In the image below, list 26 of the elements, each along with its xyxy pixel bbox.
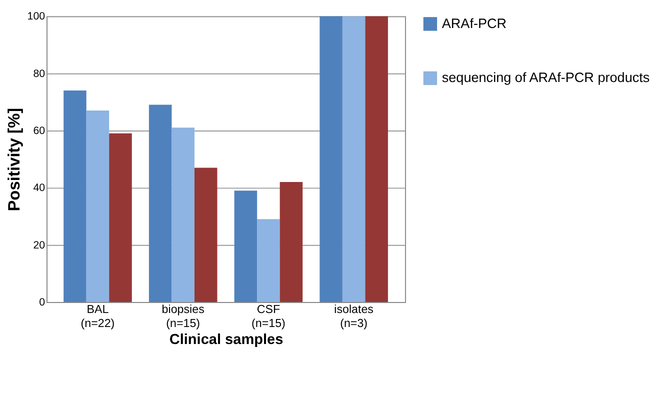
bar <box>86 110 110 302</box>
bar <box>172 128 194 302</box>
bar <box>109 133 132 302</box>
bar <box>194 168 218 302</box>
y-axis-title: Positivity [%] <box>6 108 24 212</box>
bar <box>257 219 280 302</box>
y-tick-label: 100 <box>27 10 46 23</box>
x-tick-label: BAL (n=22) <box>80 303 115 330</box>
y-tick-label: 20 <box>33 239 46 252</box>
legend-label: sequencing of ARAf-PCR products <box>442 70 650 86</box>
bar <box>234 190 258 302</box>
bar <box>148 104 172 302</box>
y-tick-label: 0 <box>39 296 46 308</box>
legend-label: ARAf-PCR <box>442 16 507 31</box>
bar <box>280 182 303 302</box>
bar <box>64 90 86 302</box>
y-tick-label: 80 <box>33 68 46 80</box>
x-tick-label: biopsies (n=15) <box>162 303 205 330</box>
x-axis-title: Clinical samples <box>169 332 284 348</box>
bar <box>365 16 388 302</box>
bar <box>342 16 366 302</box>
x-tick-label: CSF (n=15) <box>252 303 286 330</box>
y-tick-label: 60 <box>33 124 46 137</box>
bar <box>320 16 342 302</box>
x-tick-label: isolates (n=3) <box>334 303 374 330</box>
y-tick-label: 40 <box>33 182 46 194</box>
